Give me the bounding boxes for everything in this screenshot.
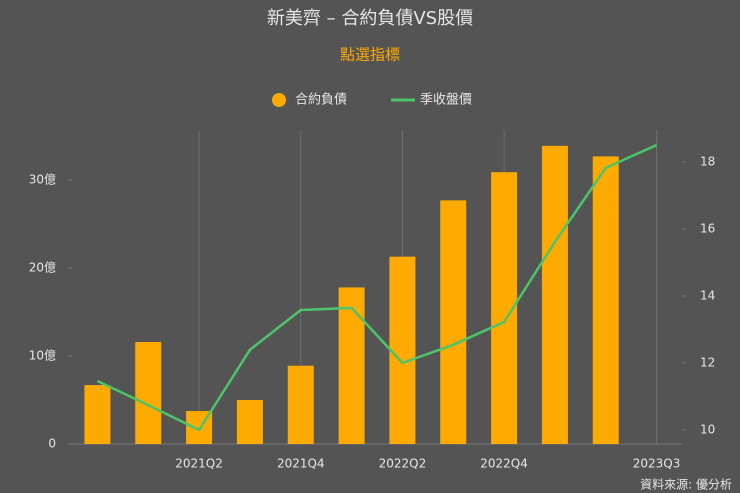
x-tick-label: 2022Q4 [480,457,528,471]
y2-tick-label: 16 [700,221,715,235]
bar [236,400,263,444]
legend-marker[interactable] [272,93,286,107]
legend-label[interactable]: 季收盤價 [420,93,472,108]
bar [287,365,314,444]
legend-label[interactable]: 合約負債 [295,93,347,108]
y2-tick-label: 14 [700,288,715,302]
bar [389,256,416,444]
bar [592,156,619,445]
y-tick-label: 30億 [29,173,56,187]
bar [84,385,111,444]
y2-tick-label: 10 [700,422,715,436]
y-tick-label: 10億 [29,349,56,363]
bar [440,200,467,444]
bar [338,287,365,444]
bar [135,341,162,444]
y2-tick-label: 12 [700,355,715,369]
line [96,143,658,432]
y2-tick-label: 18 [700,154,715,168]
chart-title: 新美齊 – 合約負債VS股價 [267,8,473,29]
bar [541,145,568,444]
x-tick-label: 2021Q4 [277,457,325,471]
y-tick-label: 20億 [29,261,56,275]
y-tick-label: 0 [48,437,56,451]
chart-subtitle[interactable]: 點選指標 [340,46,400,64]
source: 資料來源: 優分析 [640,478,732,492]
x-tick-label: 2022Q2 [379,457,427,471]
x-tick-label: 2021Q2 [175,457,223,471]
x-tick-label: 2023Q3 [633,457,681,471]
